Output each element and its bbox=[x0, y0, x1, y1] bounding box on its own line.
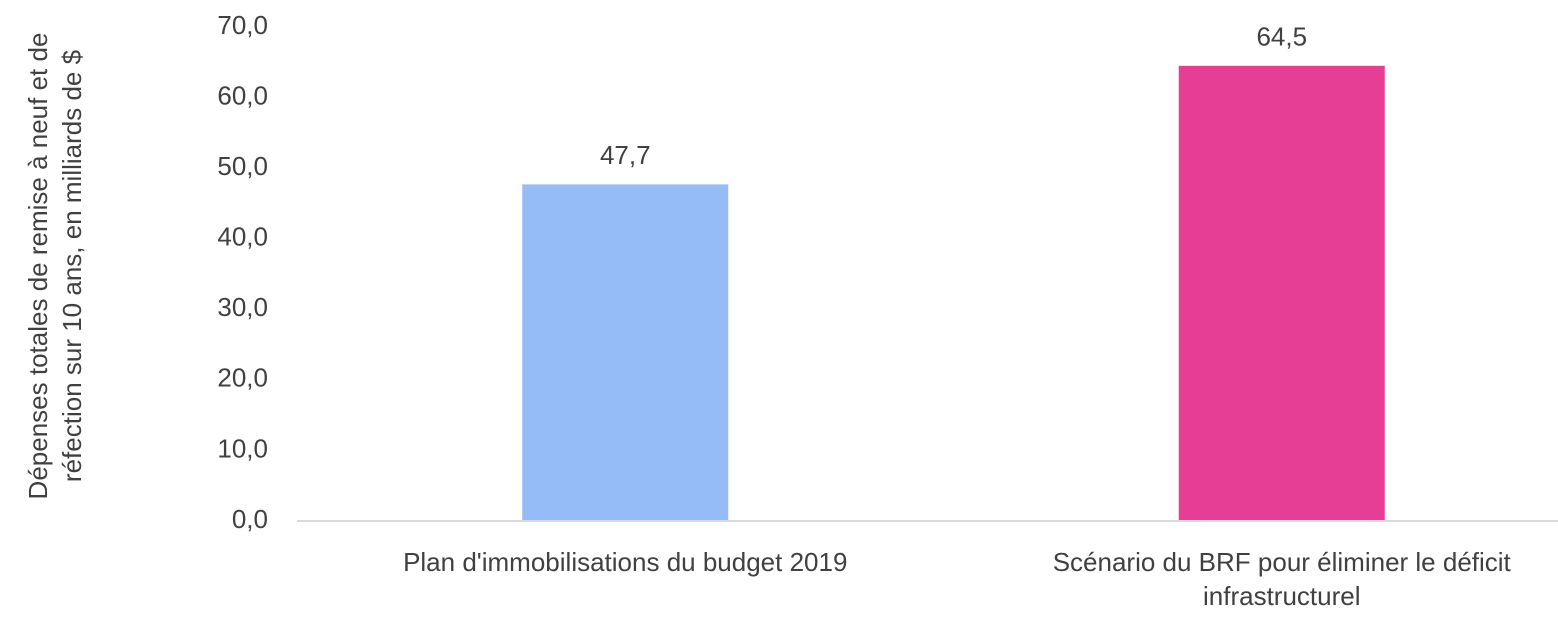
data-label: 64,5 bbox=[1256, 22, 1307, 52]
y-tick-label: 20,0 bbox=[217, 363, 268, 393]
y-tick-label: 50,0 bbox=[217, 151, 268, 181]
y-tick-label: 30,0 bbox=[217, 292, 268, 322]
y-tick-label: 60,0 bbox=[217, 80, 268, 110]
bar bbox=[1178, 65, 1385, 522]
data-label: 47,7 bbox=[600, 140, 651, 170]
x-tick-label: Scénario du BRF pour éliminer le déficit… bbox=[1052, 547, 1511, 611]
y-tick-label: 0,0 bbox=[232, 504, 268, 534]
y-tick-label: 70,0 bbox=[217, 10, 268, 40]
y-tick-label: 40,0 bbox=[217, 222, 268, 252]
x-tick-label: Plan d'immobilisations du budget 2019 bbox=[403, 547, 848, 577]
bar bbox=[522, 184, 729, 522]
y-tick-label: 10,0 bbox=[217, 433, 268, 463]
y-axis-label: Dépenses totales de remise à neuf et de … bbox=[23, 32, 87, 500]
